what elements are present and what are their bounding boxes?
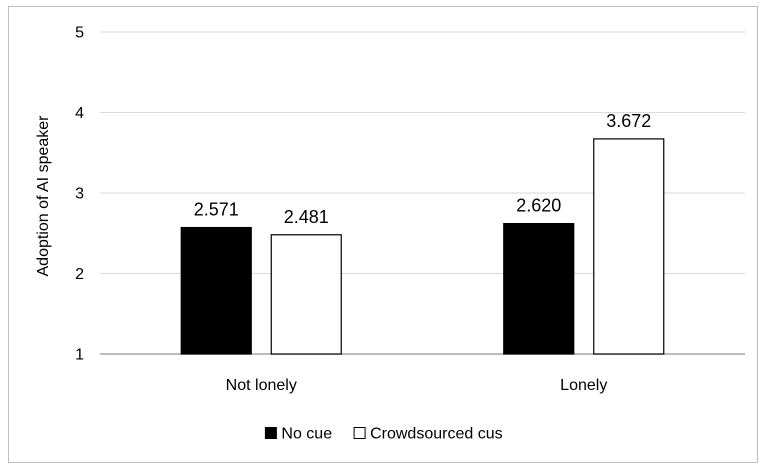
x-tick-label: Lonely [560,377,607,394]
x-tick-label: Not lonely [226,377,297,394]
legend-swatch [264,427,277,439]
bars [180,138,665,355]
legend-label: Crowdsourced cus [370,426,503,443]
data-label: 2.620 [516,196,561,216]
legend-label: No cue [281,426,332,443]
legend-swatch [353,427,366,439]
bar [180,226,252,355]
bar [503,222,575,355]
y-tick-labels: 1 2 3 4 5 [75,25,84,364]
legend: No cue Crowdsourced cus [264,426,503,443]
data-label: 2.481 [284,207,329,227]
y-axis-label: Adoption of AI speaker [35,115,52,277]
y-tick-label: 3 [75,186,84,203]
bar [593,138,665,355]
y-tick-label: 1 [75,347,84,364]
data-label: 2.571 [194,200,239,220]
y-tick-label: 5 [75,25,84,42]
data-label: 3.672 [606,111,651,131]
y-tick-label: 4 [75,105,84,122]
x-tick-labels: Not lonely Lonely [226,377,608,394]
bar [270,234,342,355]
data-labels: 2.571 2.481 2.620 3.672 [194,111,652,227]
y-tick-label: 2 [75,266,84,283]
